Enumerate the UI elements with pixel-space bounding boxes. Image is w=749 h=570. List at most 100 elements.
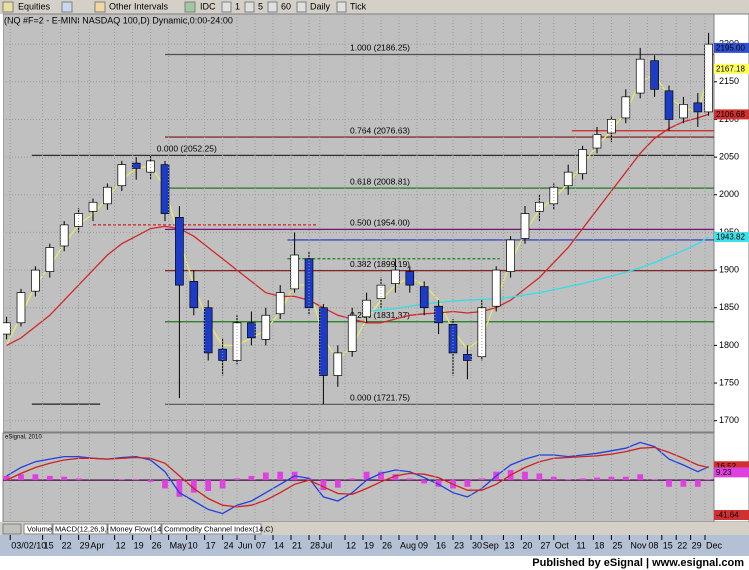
date-axis	[0, 535, 749, 556]
level-label: 0.000 (1721.75)	[350, 393, 410, 403]
candle-body	[146, 160, 155, 173]
candle-body	[189, 281, 199, 309]
price-marker-label: 1943.82	[716, 233, 745, 242]
histogram-bar	[262, 472, 269, 481]
toolbar-button[interactable]: 1	[235, 1, 240, 11]
price-marker	[714, 63, 749, 74]
y-tick-label: 1950	[719, 227, 739, 237]
x-tick-label: 15	[44, 540, 54, 550]
x-tick-label: Jul	[321, 540, 333, 550]
toolbar-button[interactable]: 5	[258, 1, 263, 11]
toolbar-icon[interactable]	[221, 1, 232, 13]
x-tick-label: 14	[274, 540, 284, 550]
candle-body	[434, 305, 443, 324]
x-tick-label: May	[170, 540, 188, 550]
x-tick-label: 08	[648, 540, 658, 550]
histogram-bar	[637, 474, 644, 481]
footer: Published by eSignal | www.esignal.com	[532, 557, 744, 569]
level-label: 0.618 (2008.81)	[350, 176, 410, 186]
candle-body	[491, 269, 501, 307]
histogram-bar	[392, 474, 399, 481]
candle-body	[45, 247, 55, 272]
tab-label[interactable]: MACD(12,26,9,C)	[55, 524, 115, 533]
candle-body	[74, 213, 83, 227]
tab-label[interactable]: Volume	[27, 524, 52, 533]
level-label: 0.500 (1954.00)	[350, 218, 410, 228]
candle-body	[679, 104, 688, 119]
x-tick-label: 10	[188, 540, 198, 550]
tab[interactable]	[23, 523, 53, 535]
histogram-bar	[378, 471, 384, 481]
toolbar-icon[interactable]	[267, 1, 278, 13]
left-margin	[0, 14, 3, 522]
x-tick-label: 20	[522, 540, 532, 550]
price-marker	[714, 42, 749, 53]
x-tick-label: 12	[116, 540, 126, 550]
tab-label[interactable]: Money Flow(14)	[110, 524, 164, 533]
price-marker-label: 9.23	[716, 468, 732, 477]
toolbar-icon[interactable]	[2, 1, 14, 13]
x-tick-label: 27	[540, 540, 550, 550]
toolbar-button[interactable]: Other Intervals	[109, 1, 169, 11]
price-marker-label: 2195.00	[716, 44, 745, 53]
toolbar-icon[interactable]	[336, 1, 347, 13]
tab-nav[interactable]	[2, 523, 22, 535]
candle-body	[635, 58, 645, 94]
x-tick-label: 29	[80, 540, 90, 550]
y-tick-label: 1850	[719, 302, 739, 312]
level-label: 0.236 (1831.37)	[350, 310, 410, 320]
x-tick-label: Apr	[90, 540, 104, 550]
candle-body	[549, 186, 559, 205]
toolbar-icon[interactable]	[244, 1, 255, 13]
macd-line	[6, 446, 709, 508]
toolbar-icon[interactable]	[94, 1, 106, 13]
candle-body	[621, 96, 631, 119]
level-label: 1.000 (2186.25)	[350, 43, 410, 53]
histogram-bar	[522, 471, 528, 481]
candle-body	[275, 292, 285, 315]
price-plot: 1.000 (2186.25) 0.764 (2076.63) 0.618 (200…	[3, 32, 714, 422]
candle-body	[3, 322, 11, 335]
candle-body	[117, 164, 127, 187]
x-tick-label: 09	[418, 540, 428, 550]
histogram-bar	[162, 480, 168, 489]
x-tick-label: 19	[134, 540, 144, 550]
x-tick-label: 12	[346, 540, 356, 550]
candle-body	[203, 307, 213, 354]
toolbar-button[interactable]: Tick	[350, 1, 367, 11]
candle-body	[391, 269, 400, 284]
candle-body	[693, 102, 703, 113]
macd-panel	[2, 432, 715, 523]
toolbar-button[interactable]: 60	[281, 1, 291, 11]
x-tick-label: 25	[612, 540, 622, 550]
toolbar-icon[interactable]	[296, 1, 307, 13]
tab[interactable]	[107, 523, 162, 535]
tab-label[interactable]: Commodity Channel Index(14,C)	[164, 524, 274, 533]
x-tick-label: 11	[576, 540, 585, 550]
histogram-bar	[46, 475, 53, 481]
x-tick-label: 26	[382, 540, 392, 550]
toolbar-button[interactable]: Daily	[310, 1, 331, 11]
candle-body	[218, 348, 227, 361]
histogram-bar	[176, 480, 183, 497]
price-marker-label: -41.64	[716, 511, 739, 520]
indicator-label: eSignal, 2010	[5, 435, 42, 441]
histogram-bar	[651, 479, 658, 481]
tab[interactable]	[161, 523, 262, 535]
toolbar-icon[interactable]	[184, 1, 196, 13]
histogram-bar	[579, 478, 586, 481]
histogram-bar	[18, 474, 24, 481]
toolbar-button[interactable]: IDC	[200, 1, 216, 11]
toolbar-button[interactable]: Equities	[18, 1, 51, 11]
histogram-bar	[118, 479, 125, 481]
x-tick-label: 07	[256, 540, 266, 550]
histogram-bar	[320, 480, 327, 491]
candle-body	[160, 164, 170, 214]
histogram-bar	[594, 477, 600, 481]
tab[interactable]	[52, 523, 108, 535]
candle-body	[347, 314, 357, 352]
candle-body	[304, 258, 314, 309]
candle-body	[463, 354, 472, 361]
toolbar-icon[interactable]	[61, 1, 73, 13]
